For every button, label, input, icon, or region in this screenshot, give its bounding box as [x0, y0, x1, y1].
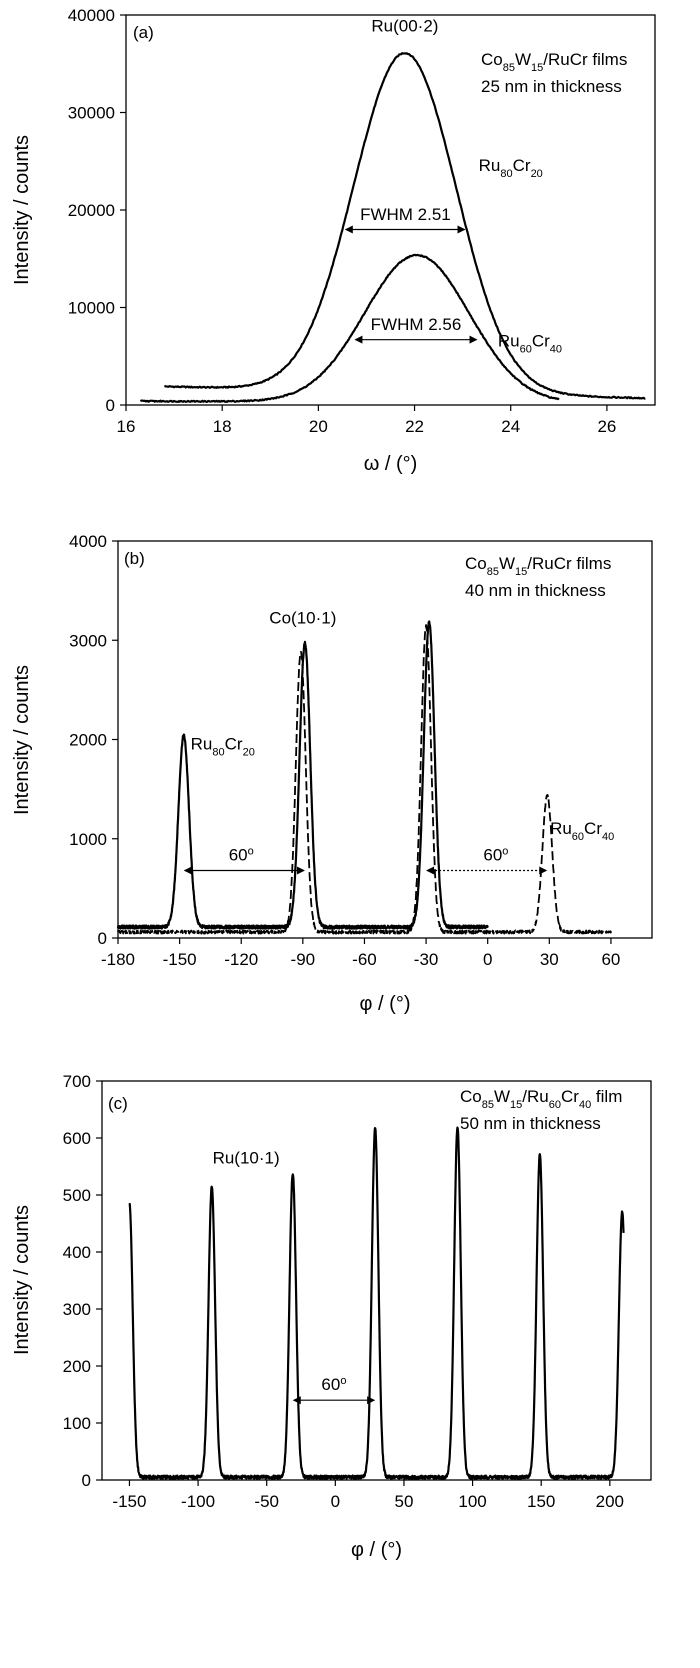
y-tick-label: 0: [82, 1471, 91, 1490]
arrow-head-right: [469, 335, 478, 344]
x-tick-label: -120: [224, 950, 258, 969]
span-label: 60o: [229, 846, 254, 865]
span-label: FWHM 2.51: [360, 205, 451, 224]
x-tick-label: 22: [405, 417, 424, 436]
x-axis-label: φ / (°): [351, 1539, 402, 1561]
y-tick-label: 2000: [69, 731, 107, 750]
y-tick-label: 300: [63, 1300, 91, 1319]
y-tick-label: 200: [63, 1357, 91, 1376]
plot-frame: [101, 1080, 652, 1481]
x-tick-label: 18: [213, 417, 232, 436]
y-tick-label: 1000: [69, 830, 107, 849]
panel-label: (a): [133, 23, 154, 42]
span-label: 60o: [483, 846, 508, 865]
span-label: 60o: [321, 1375, 346, 1394]
arrow-head-left: [426, 866, 435, 875]
arrow-head-left: [183, 866, 192, 875]
y-tick-label: 3000: [69, 631, 107, 650]
series-line: [163, 52, 646, 400]
x-tick-label: -30: [414, 950, 439, 969]
span-label: FWHM 2.56: [371, 315, 462, 334]
x-tick-label: 24: [501, 417, 520, 436]
legend-text: 50 nm in thickness: [460, 1114, 601, 1133]
panel-b: -180 -150 -120 -90 -60 -30 0 30 60 0 1000 2000 3000 4…: [11, 532, 653, 1015]
x-tick-label: -50: [254, 1492, 279, 1511]
x-tick-label: 60: [601, 950, 620, 969]
y-tick-label: 30000: [68, 104, 115, 123]
y-tick-label: 40000: [68, 6, 115, 25]
peak-annotation: Ru60Cr40: [550, 819, 614, 843]
legend-text: Co85W15/RuCr films: [481, 50, 627, 74]
x-tick-label: 50: [394, 1492, 413, 1511]
y-tick-label: 10000: [68, 299, 115, 318]
arrow-head-left: [354, 335, 363, 344]
legend-text: Co85W15/RuCr films: [465, 554, 611, 578]
x-tick-label: -150: [112, 1492, 146, 1511]
x-tick-label: 26: [597, 417, 616, 436]
series-line: [139, 253, 560, 403]
x-tick-label: 30: [540, 950, 559, 969]
x-tick-label: -180: [101, 950, 135, 969]
panel-a: 16 18 20 22 24 26 0 10000 20000 30000 40000 ω / (°)…: [11, 6, 656, 475]
peak-annotation: Ru80Cr20: [479, 156, 543, 180]
y-tick-label: 20000: [68, 201, 115, 220]
x-tick-label: 100: [458, 1492, 486, 1511]
x-tick-label: -60: [352, 950, 377, 969]
peak-annotation: Ru(10·1): [213, 1149, 280, 1168]
legend-text: 40 nm in thickness: [465, 581, 606, 600]
x-tick-label: 0: [331, 1492, 340, 1511]
x-axis-label: φ / (°): [360, 993, 411, 1015]
arrow-head-left: [344, 225, 353, 234]
peak-annotation: Co(10·1): [269, 608, 336, 627]
y-tick-label: 4000: [69, 532, 107, 551]
y-tick-label: 0: [98, 929, 107, 948]
panel-label: (b): [124, 549, 145, 568]
y-tick-label: 100: [63, 1414, 91, 1433]
peak-annotation: Ru(00·2): [371, 17, 438, 36]
panel-c: -150 -100 -50 0 50 100 150 200 0 100 200 300 400 500 6…: [11, 1072, 652, 1561]
x-tick-label: 150: [527, 1492, 555, 1511]
x-tick-label: 200: [596, 1492, 624, 1511]
y-tick-label: 700: [63, 1072, 91, 1091]
y-tick-label: 600: [63, 1129, 91, 1148]
y-axis-label: Intensity / counts: [11, 135, 33, 285]
x-tick-label: -90: [291, 950, 316, 969]
peak-annotation: Ru60Cr40: [498, 332, 562, 356]
legend-text: 25 nm in thickness: [481, 77, 622, 96]
x-tick-label: 16: [117, 417, 136, 436]
y-tick-label: 0: [106, 396, 115, 415]
arrow-head-right: [367, 1396, 376, 1405]
arrow-head-left: [292, 1396, 301, 1405]
arrow-head-right: [296, 866, 305, 875]
y-axis-label: Intensity / counts: [11, 665, 33, 815]
y-axis-label: Intensity / counts: [11, 1205, 33, 1355]
arrow-head-right: [457, 225, 466, 234]
legend-text: Co85W15/Ru60Cr40 film: [460, 1087, 622, 1111]
series-line: [128, 1126, 625, 1480]
panel-label: (c): [108, 1094, 128, 1113]
x-tick-label: -100: [181, 1492, 215, 1511]
peak-annotation: Ru80Cr20: [191, 734, 255, 758]
x-tick-label: -150: [163, 950, 197, 969]
x-tick-label: 0: [483, 950, 492, 969]
arrow-head-right: [539, 866, 548, 875]
series-line: [117, 624, 612, 935]
y-tick-label: 500: [63, 1186, 91, 1205]
x-tick-label: 20: [309, 417, 328, 436]
y-tick-label: 400: [63, 1243, 91, 1262]
series-line: [116, 620, 489, 930]
x-axis-label: ω / (°): [364, 453, 418, 475]
